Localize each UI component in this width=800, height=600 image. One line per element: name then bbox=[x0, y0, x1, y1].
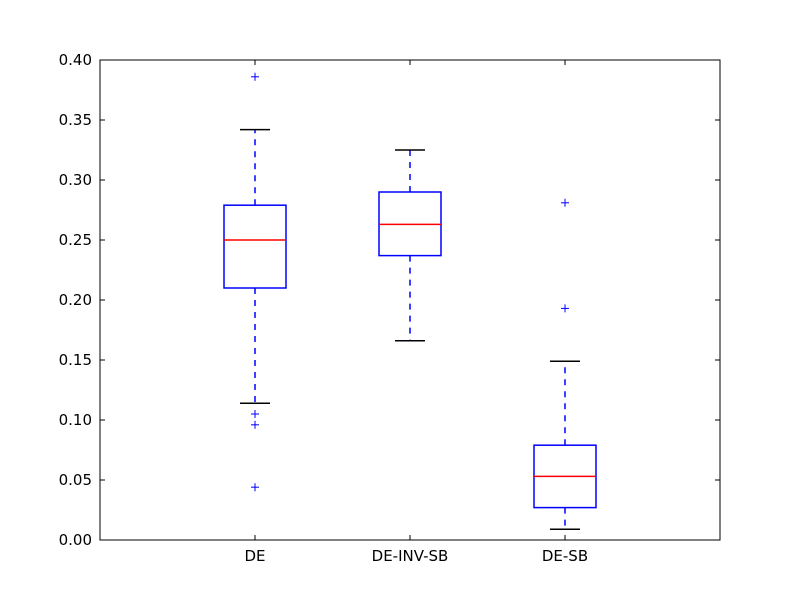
x-tick-label: DE-SB bbox=[542, 547, 588, 565]
x-tick-label: DE bbox=[244, 547, 265, 565]
y-tick-label: 0.30 bbox=[59, 171, 92, 189]
outlier-point bbox=[251, 420, 259, 429]
box-group-de-sb bbox=[533, 198, 597, 530]
y-tick-label: 0.20 bbox=[59, 291, 92, 309]
y-tick-label: 0.25 bbox=[59, 231, 92, 249]
box-group-de-inv-sb bbox=[378, 149, 442, 342]
outlier-point bbox=[251, 410, 259, 418]
outlier-point bbox=[251, 483, 259, 492]
y-tick-label: 0.00 bbox=[59, 531, 92, 549]
x-tick-label: DE-INV-SB bbox=[372, 547, 449, 565]
chart-marks bbox=[223, 72, 597, 530]
y-tick-label: 0.15 bbox=[59, 351, 92, 369]
y-tick-label: 0.10 bbox=[59, 411, 92, 429]
outlier-point bbox=[561, 304, 569, 313]
outlier-point bbox=[561, 198, 569, 207]
chart-axes: 0.00 0.05 0.10 0.15 0.20 0.25 0.30 0.35 0.40 DE DE… bbox=[59, 51, 721, 565]
plot-area bbox=[100, 60, 720, 540]
y-tick-label: 0.35 bbox=[59, 111, 92, 129]
box bbox=[223, 204, 287, 289]
outlier-point bbox=[251, 72, 259, 81]
y-tick-label: 0.05 bbox=[59, 471, 92, 489]
box-group-de bbox=[223, 72, 287, 492]
y-tick-label: 0.40 bbox=[59, 51, 92, 69]
